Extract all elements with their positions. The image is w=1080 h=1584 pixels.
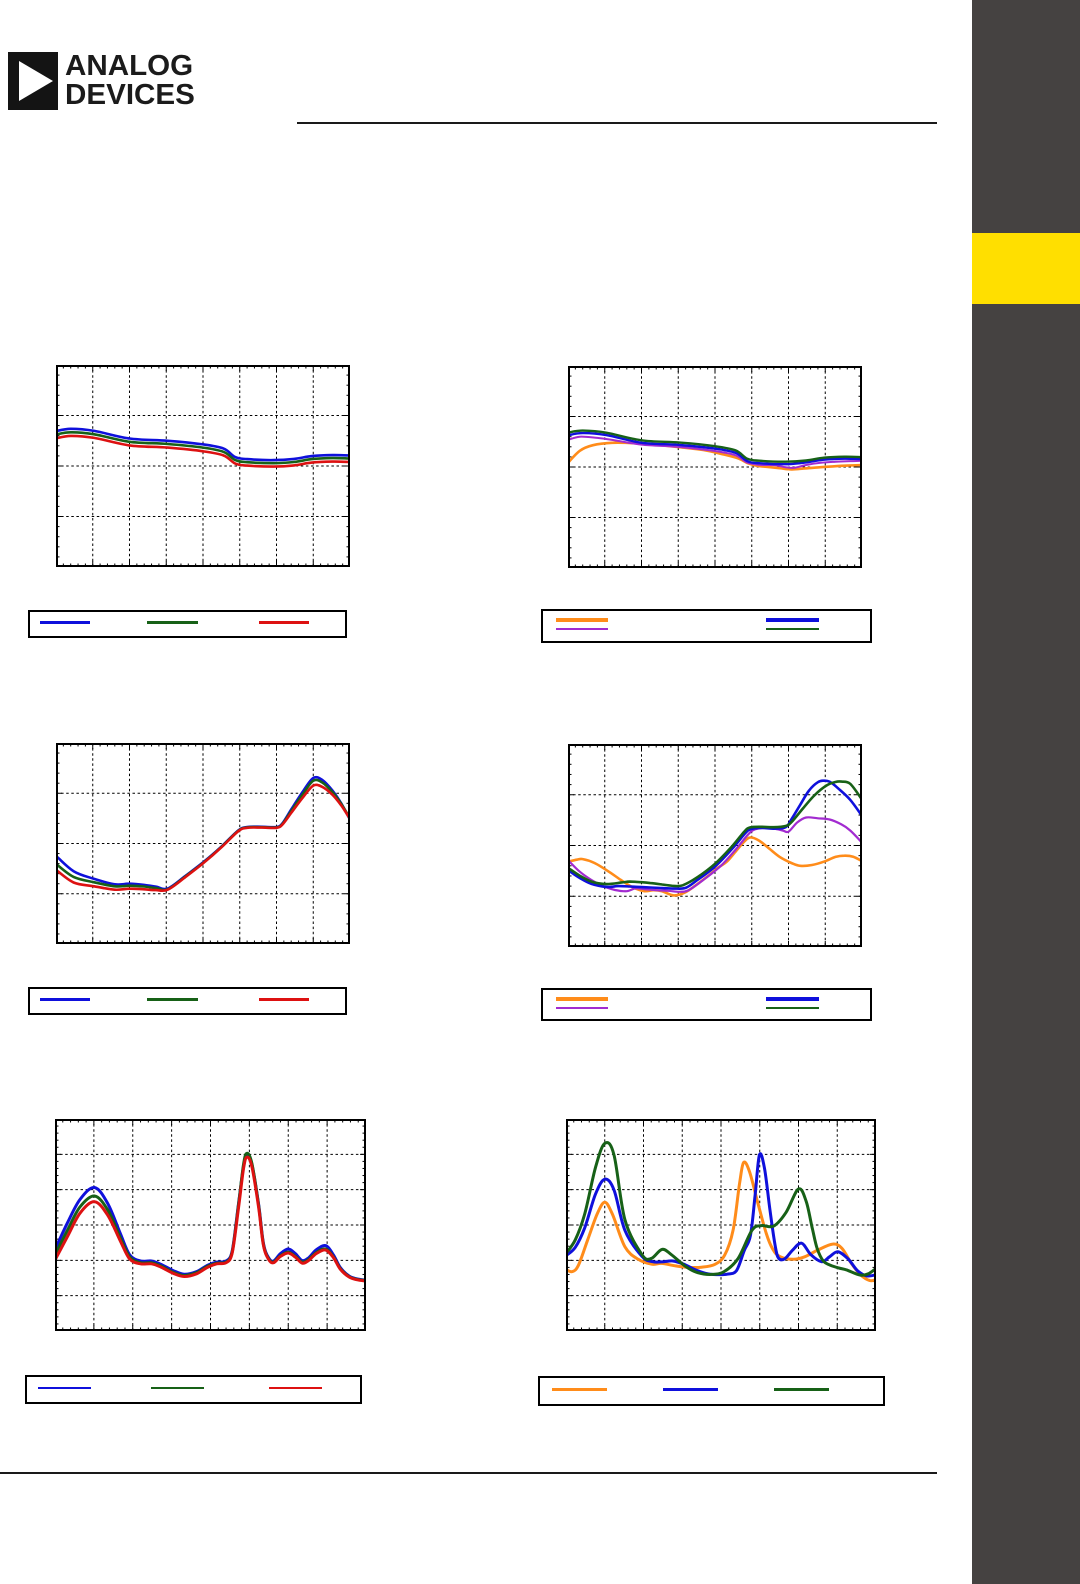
chart-2-series-blue bbox=[566, 431, 864, 466]
chart-5-svg bbox=[53, 1119, 368, 1331]
sidebar-accent-band bbox=[972, 233, 1080, 304]
chart-6-svg bbox=[564, 1119, 878, 1331]
chart-4-svg bbox=[566, 744, 864, 947]
chart-3-svg bbox=[54, 743, 352, 944]
legend-swatch bbox=[147, 997, 198, 1001]
logo-line-2: DEVICES bbox=[65, 79, 195, 111]
legend-swatch bbox=[556, 1006, 609, 1009]
chart-5-series-red bbox=[53, 1155, 368, 1283]
legend-swatch bbox=[37, 1386, 91, 1389]
legend-swatch bbox=[766, 628, 819, 631]
legend-swatch bbox=[766, 1006, 819, 1009]
legend-swatch bbox=[147, 620, 198, 624]
chart-2-series-purple bbox=[567, 435, 863, 469]
chart-legend-1 bbox=[28, 610, 347, 638]
analog-devices-logo-text: ANALOG DEVICES bbox=[65, 52, 195, 110]
legend-swatch bbox=[766, 618, 819, 623]
chart-legend-2 bbox=[541, 609, 872, 643]
chart-4-series-blue bbox=[566, 779, 864, 891]
legend-swatch bbox=[40, 620, 91, 624]
chart-legend-5 bbox=[25, 1375, 362, 1404]
chart-plot-3 bbox=[54, 743, 352, 944]
chart-plot-5 bbox=[53, 1119, 368, 1331]
legend-swatch bbox=[269, 1386, 323, 1389]
chart-plot-1 bbox=[54, 365, 352, 567]
analog-devices-logo: ANALOG DEVICES bbox=[8, 52, 195, 110]
chart-plot-6 bbox=[564, 1119, 878, 1331]
legend-swatch bbox=[40, 997, 91, 1001]
footer-rule bbox=[0, 1472, 937, 1474]
chart-1-svg bbox=[54, 365, 352, 567]
chart-1-series-red bbox=[54, 434, 352, 468]
analog-devices-logo-icon bbox=[8, 52, 58, 110]
chart-6-series-orange bbox=[564, 1160, 878, 1283]
chart-1-series-blue bbox=[54, 427, 352, 462]
legend-swatch bbox=[259, 620, 310, 624]
chart-1-series-green bbox=[54, 430, 352, 465]
chart-plot-2 bbox=[566, 366, 864, 568]
chart-4-series-green bbox=[566, 780, 864, 888]
legend-swatch bbox=[150, 1386, 205, 1389]
legend-swatch bbox=[556, 618, 609, 623]
chart-3-series-red bbox=[54, 783, 352, 893]
chart-6-series-green bbox=[564, 1141, 878, 1277]
chart-2-svg bbox=[566, 366, 864, 568]
legend-swatch bbox=[774, 1387, 830, 1391]
chart-plot-4 bbox=[566, 744, 864, 947]
chart-4-series-purple bbox=[566, 816, 864, 893]
legend-swatch bbox=[556, 628, 609, 631]
logo-line-1: ANALOG bbox=[65, 50, 194, 82]
chart-2-series-green bbox=[566, 429, 864, 463]
chart-legend-4 bbox=[541, 988, 872, 1021]
legend-swatch bbox=[259, 997, 310, 1001]
legend-swatch bbox=[766, 997, 819, 1001]
legend-swatch bbox=[663, 1387, 719, 1391]
chart-legend-3 bbox=[28, 987, 347, 1015]
legend-swatch bbox=[552, 1387, 607, 1391]
header-rule bbox=[297, 122, 937, 124]
chart-legend-6 bbox=[538, 1376, 885, 1406]
legend-swatch bbox=[556, 997, 609, 1001]
